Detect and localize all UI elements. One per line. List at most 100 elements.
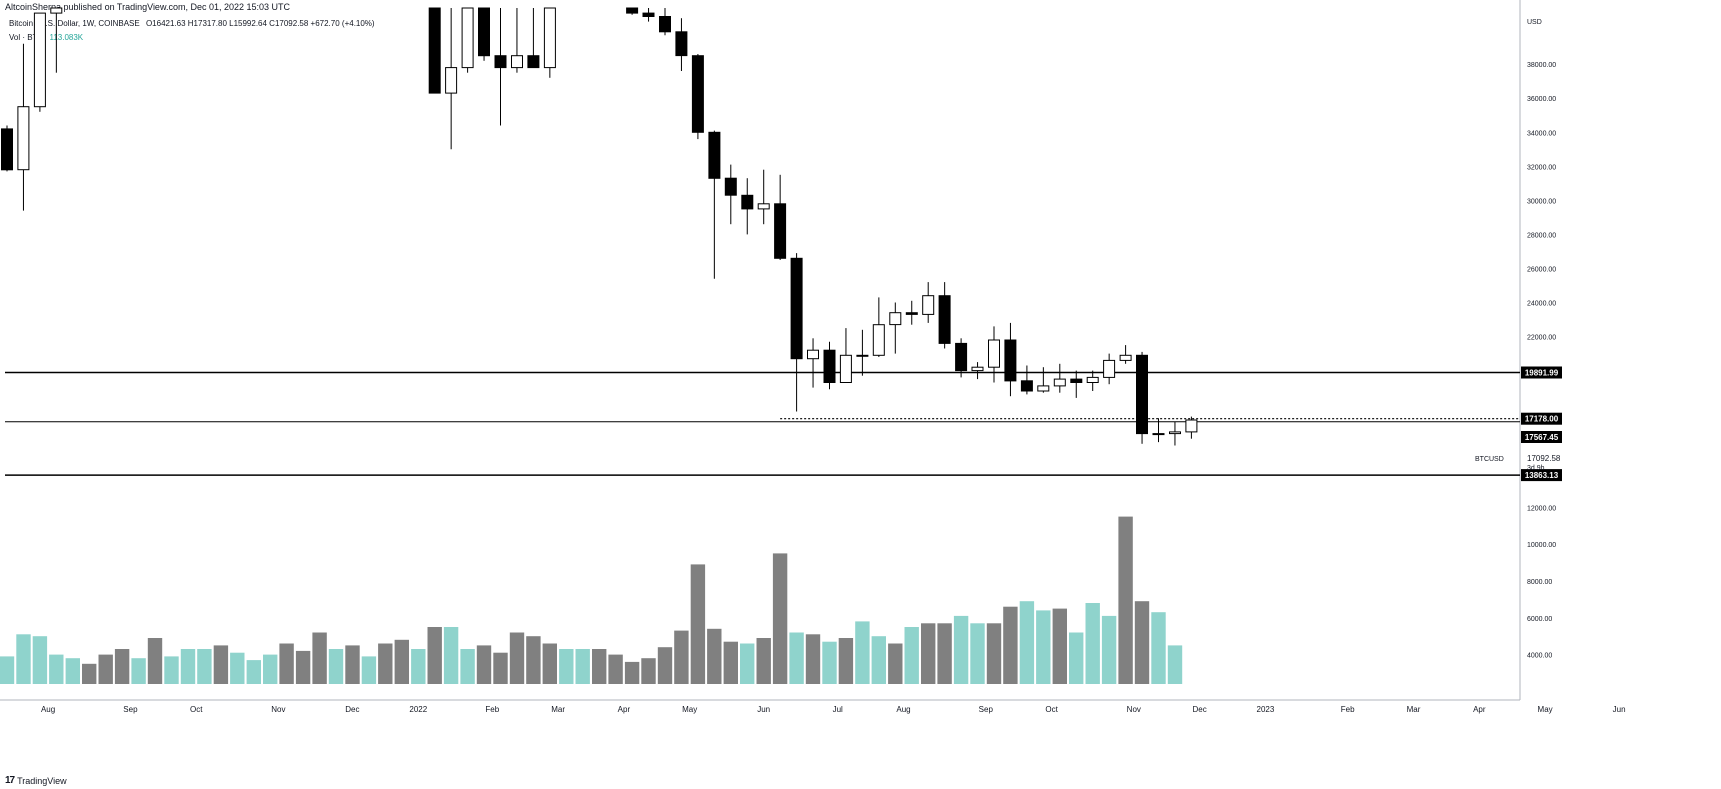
candle-body <box>905 312 918 315</box>
volume-bar <box>904 627 919 684</box>
volume-bar <box>16 634 31 684</box>
candle-body <box>478 7 490 57</box>
volume-legend[interactable]: Vol · BTC 113.083K <box>9 33 83 42</box>
volume-bar <box>953 615 969 684</box>
last-price-value: 17092.58 <box>1527 454 1561 463</box>
candle-body <box>1070 378 1083 384</box>
symbol-name: Bitcoin / U.S. Dollar, 1W, COINBASE <box>9 19 140 28</box>
candle-body <box>1103 359 1116 378</box>
volume-bar <box>131 658 146 684</box>
time-tick-label: 2022 <box>409 705 427 714</box>
volume-bar <box>740 643 755 684</box>
candle-body <box>856 354 869 357</box>
volume-bar <box>49 654 64 684</box>
time-tick-label: Feb <box>485 705 499 714</box>
time-tick-label: Feb <box>1341 705 1355 714</box>
publish-header: AltcoinSherpa published on TradingView.c… <box>5 2 291 12</box>
volume-bar <box>592 649 607 684</box>
level-price-label: 19891.99 <box>1525 369 1559 378</box>
high-price-label: 17567.45 <box>1525 433 1559 442</box>
symbol-legend[interactable]: Bitcoin / U.S. Dollar, 1W, COINBASE O164… <box>9 19 375 28</box>
candle-body <box>774 203 787 259</box>
volume-bar <box>707 628 722 684</box>
candle-body <box>872 324 885 356</box>
volume-bar <box>114 649 130 684</box>
price-tick-label: 30000.00 <box>1527 198 1556 205</box>
time-tick-label: Aug <box>896 705 910 714</box>
volume-bar <box>279 643 294 684</box>
level-price-tag <box>1521 412 1562 425</box>
volume-bar <box>986 623 1002 684</box>
price-tick-label: 34000.00 <box>1527 130 1556 137</box>
candle-body <box>33 12 46 108</box>
volume-bar <box>805 634 821 684</box>
price-tick-label: 38000.00 <box>1527 62 1556 69</box>
volume-bar <box>394 639 409 684</box>
volume-bar <box>937 623 952 684</box>
time-tick-label: Oct <box>190 705 203 714</box>
volume-bar <box>1085 603 1100 684</box>
volume-bar <box>213 645 229 684</box>
time-tick-label: May <box>682 705 697 714</box>
volume-bar <box>82 663 97 684</box>
candle-body <box>642 12 655 18</box>
time-tick-label: May <box>1538 705 1553 714</box>
volume-bar <box>263 654 278 684</box>
time-tick-label: Mar <box>1407 705 1421 714</box>
candle-body <box>839 354 852 383</box>
level-price-label: 17178.00 <box>1525 415 1559 424</box>
volume-bar <box>147 638 163 684</box>
time-tick-label: Jun <box>1613 705 1626 714</box>
volume-bar <box>789 632 804 684</box>
price-tick-label: 36000.00 <box>1527 96 1556 103</box>
volume-tick-label: 8000.00 <box>1527 579 1552 586</box>
volume-bar <box>509 632 525 684</box>
time-tick-label: 2023 <box>1257 705 1275 714</box>
candle-body <box>1037 385 1050 392</box>
time-tick-label: Nov <box>1127 705 1141 714</box>
candle-body <box>626 7 639 14</box>
candle-body <box>1086 376 1099 383</box>
volume-bar <box>230 652 245 684</box>
volume-bar <box>822 641 837 684</box>
volume-bar <box>921 623 936 684</box>
level-price-tag <box>1521 366 1562 379</box>
candle-body <box>428 7 441 94</box>
volume-bar <box>608 654 623 684</box>
volume-value: 113.083K <box>49 33 84 42</box>
time-tick-label: Jun <box>757 705 770 714</box>
volume-bar <box>888 643 903 684</box>
volume-bar <box>838 638 854 684</box>
candle-body <box>1004 339 1017 382</box>
volume-bar <box>1036 610 1051 684</box>
volume-bar <box>559 649 574 684</box>
candle-body <box>1185 419 1198 433</box>
volume-bar <box>180 649 196 684</box>
candle-body <box>543 7 556 69</box>
volume-bar <box>723 641 738 684</box>
candle-body <box>724 177 737 196</box>
candle-body <box>461 7 474 69</box>
candle-body <box>889 312 902 326</box>
time-tick-label: Dec <box>1192 705 1206 714</box>
volume-label: Vol · BTC <box>9 33 44 42</box>
volume-bar <box>295 650 311 684</box>
candle-body <box>1136 354 1148 435</box>
volume-bar <box>493 652 508 684</box>
volume-bar <box>65 658 80 684</box>
price-axis-bg <box>1521 0 1721 789</box>
volume-bar <box>641 658 656 684</box>
price-tick-label: 28000.00 <box>1527 232 1556 239</box>
volume-bar <box>542 643 557 684</box>
candle-body <box>527 55 540 69</box>
volume-bar <box>871 636 886 684</box>
volume-bar <box>443 627 459 684</box>
volume-bar <box>772 553 788 684</box>
footer-branding[interactable]: 17 TradingView <box>5 775 67 786</box>
volume-tick-label: 12000.00 <box>1527 505 1556 512</box>
last-price-symbol: BTCUSD <box>1475 456 1504 463</box>
volume-bar <box>1019 601 1035 684</box>
volume-bar <box>855 621 870 684</box>
volume-bar <box>1134 601 1150 684</box>
